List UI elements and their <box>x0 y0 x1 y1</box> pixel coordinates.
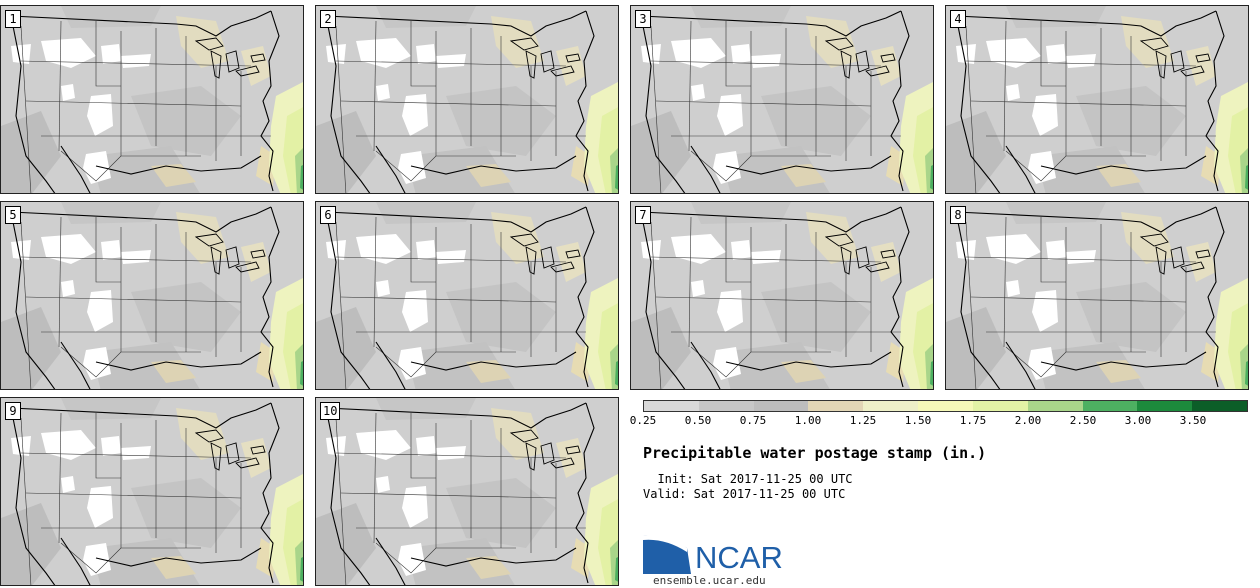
colorbar-tick: 1.25 <box>849 414 877 427</box>
colorbar-tick: 0.25 <box>629 414 657 427</box>
stamp-panel: 2 <box>315 5 619 194</box>
colorbar-tick: 2.50 <box>1069 414 1097 427</box>
colorbar-ticks: 0.25 0.50 0.75 1.00 1.25 1.50 1.75 2.00 … <box>0 414 1260 428</box>
colorbar-tick: 0.50 <box>684 414 712 427</box>
colorbar-tick: 1.75 <box>959 414 987 427</box>
us-map <box>946 202 1248 389</box>
ncar-logo: NCAR <box>643 535 783 574</box>
stamp-number: 1 <box>5 10 21 28</box>
us-map <box>316 202 618 389</box>
colorbar-tick: 3.50 <box>1179 414 1207 427</box>
stamp-panel: 10 <box>315 397 619 586</box>
valid-time: Valid: Sat 2017-11-25 00 UTC <box>643 487 846 501</box>
us-map <box>946 6 1248 193</box>
stamp-panel: 5 <box>0 201 304 390</box>
colorbar-segment <box>1082 401 1138 411</box>
colorbar-segment <box>972 401 1028 411</box>
stamp-number: 5 <box>5 206 21 224</box>
colorbar-segment <box>698 401 754 411</box>
colorbar-segment <box>863 401 919 411</box>
stamp-panel: 6 <box>315 201 619 390</box>
stamp-panel: 4 <box>945 5 1249 194</box>
colorbar-segment <box>644 401 699 411</box>
us-map <box>631 202 933 389</box>
ncar-logo-stripe <box>643 535 687 552</box>
stamp-number: 3 <box>635 10 651 28</box>
logo-url: ensemble.ucar.edu <box>653 574 766 587</box>
stamp-number: 2 <box>320 10 336 28</box>
colorbar-segment <box>918 401 973 411</box>
colorbar-segment <box>1137 401 1193 411</box>
us-map <box>316 6 618 193</box>
colorbar-segment <box>808 401 864 411</box>
colorbar-tick: 1.50 <box>904 414 932 427</box>
stamp-panel: 7 <box>630 201 934 390</box>
stamp-number: 9 <box>5 402 21 420</box>
colorbar-segment <box>1192 401 1247 411</box>
stamp-number: 6 <box>320 206 336 224</box>
stamp-panel: 1 <box>0 5 304 194</box>
stamp-number: 10 <box>320 402 341 420</box>
colorbar-tick: 3.00 <box>1124 414 1152 427</box>
colorbar-tick: 2.00 <box>1014 414 1042 427</box>
stamp-number: 8 <box>950 206 966 224</box>
plot-title: Precipitable water postage stamp (in.) <box>643 444 987 462</box>
init-time: Init: Sat 2017-11-25 00 UTC <box>643 472 853 486</box>
stamp-number: 4 <box>950 10 966 28</box>
colorbar-segment <box>1027 401 1083 411</box>
colorbar-tick: 1.00 <box>794 414 822 427</box>
us-map <box>1 6 303 193</box>
stamp-panel: 3 <box>630 5 934 194</box>
stamp-panel: 8 <box>945 201 1249 390</box>
colorbar-segment <box>753 401 809 411</box>
stamp-number: 7 <box>635 206 651 224</box>
ncar-logo-text: NCAR <box>695 540 783 574</box>
colorbar <box>643 400 1248 412</box>
stamp-panel: 9 <box>0 397 304 586</box>
us-map <box>1 202 303 389</box>
us-map <box>631 6 933 193</box>
colorbar-tick: 0.75 <box>739 414 767 427</box>
